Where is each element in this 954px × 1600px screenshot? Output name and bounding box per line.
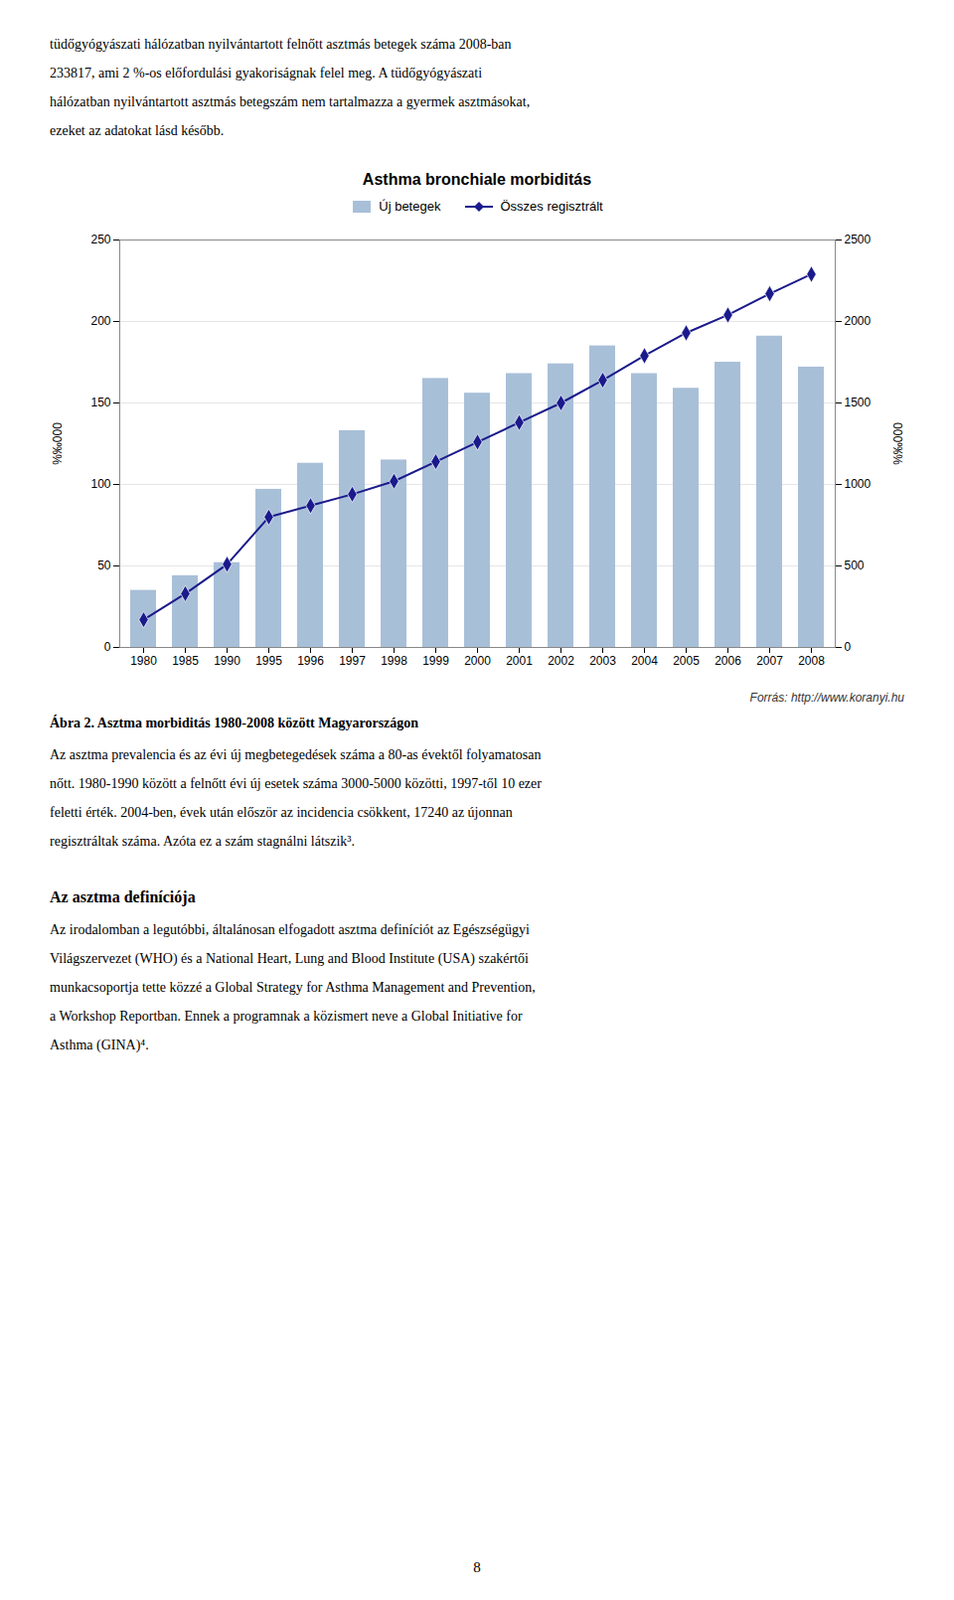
svg-text:2000: 2000 (844, 314, 872, 328)
svg-text:1997: 1997 (338, 653, 366, 668)
svg-text:100: 100 (90, 477, 111, 491)
svg-text:1998: 1998 (380, 653, 408, 668)
svg-text:250: 250 (90, 232, 111, 247)
html-text:Az asztma prevalencia és az év: Az asztma prevalencia és az évi új megbe… (49, 747, 542, 763)
html-text:feletti érték. 2004-ben, évek: feletti érték. 2004-ben, évek után elősz… (49, 804, 513, 820)
svg-text:2500: 2500 (844, 232, 872, 247)
html-text:Világszervezet (WHO) és a Nati: Világszervezet (WHO) és a National Heart… (49, 951, 529, 966)
html-text:hálózatban nyilvántartott aszt: hálózatban nyilvántartott asztmás betegs… (49, 94, 530, 110)
svg-text:2008: 2008 (797, 653, 825, 668)
html-text:Összes regisztrált: Összes regisztrált (500, 198, 603, 214)
svg-text:1990: 1990 (213, 653, 241, 668)
svg-text:1500: 1500 (844, 395, 872, 410)
html-text:Ábra 2. Asztma morbiditás 1980: Ábra 2. Asztma morbiditás 1980-2008 közö… (49, 715, 419, 731)
html-text:munkacsoportja tette közzé a G: munkacsoportja tette közzé a Global Stra… (49, 979, 536, 995)
svg-text:500: 500 (844, 558, 865, 573)
html-text:nőtt. 1980-1990 között a felnő: nőtt. 1980-1990 között a felnőtt évi új … (49, 776, 542, 792)
svg-text:1980: 1980 (130, 653, 158, 668)
svg-text:2005: 2005 (672, 653, 700, 668)
svg-text:2001: 2001 (505, 653, 533, 668)
html-text:ezeket az adatokat lásd később: ezeket az adatokat lásd később. (49, 123, 224, 139)
svg-text:%‰000: %‰000 (50, 422, 65, 466)
svg-text:2002: 2002 (547, 653, 575, 668)
html-text:tüdőgyógyászati hálózatban nyi: tüdőgyógyászati hálózatban nyilvántartot… (49, 36, 512, 52)
svg-text:2006: 2006 (714, 653, 742, 668)
svg-text:1999: 1999 (422, 653, 450, 668)
html-text:Forrás: http://www.koranyi.hu: Forrás: http://www.koranyi.hu (749, 690, 905, 705)
html-text:Asthma (GINA)⁴.: Asthma (GINA)⁴. (49, 1037, 149, 1053)
html-text:regisztráltak száma. Azóta ez: regisztráltak száma. Azóta ez a szám sta… (49, 833, 355, 849)
svg-text:1000: 1000 (844, 477, 872, 491)
svg-text:50: 50 (97, 558, 112, 573)
html-text:233817, ami 2 %-os előfordulás: 233817, ami 2 %-os előfordulási gyakoris… (49, 65, 483, 81)
svg-text:150: 150 (90, 395, 111, 410)
svg-text:1996: 1996 (297, 653, 324, 668)
html-text:Új betegek: Új betegek (378, 198, 441, 214)
svg-text:%‰000: %‰000 (891, 422, 906, 466)
html-text:8: 8 (473, 1559, 481, 1576)
svg-text:1985: 1985 (171, 653, 199, 668)
svg-text:1995: 1995 (255, 653, 283, 668)
svg-text:2000: 2000 (464, 653, 491, 668)
svg-text:2003: 2003 (589, 653, 617, 668)
svg-text:0: 0 (844, 639, 852, 654)
svg-text:2004: 2004 (631, 653, 658, 668)
html-text:Az irodalomban a legutóbbi, ál: Az irodalomban a legutóbbi, általánosan … (49, 922, 530, 938)
svg-text:2007: 2007 (756, 653, 784, 668)
svg-text:200: 200 (90, 314, 111, 328)
html-text:Az asztma definíciója: Az asztma definíciója (49, 888, 196, 906)
svg-text:0: 0 (104, 639, 112, 654)
html-text:a Workshop Reportban. Ennek a: a Workshop Reportban. Ennek a programnak… (49, 1008, 523, 1024)
html-text:Asthma bronchiale morbiditás: Asthma bronchiale morbiditás (362, 170, 592, 188)
